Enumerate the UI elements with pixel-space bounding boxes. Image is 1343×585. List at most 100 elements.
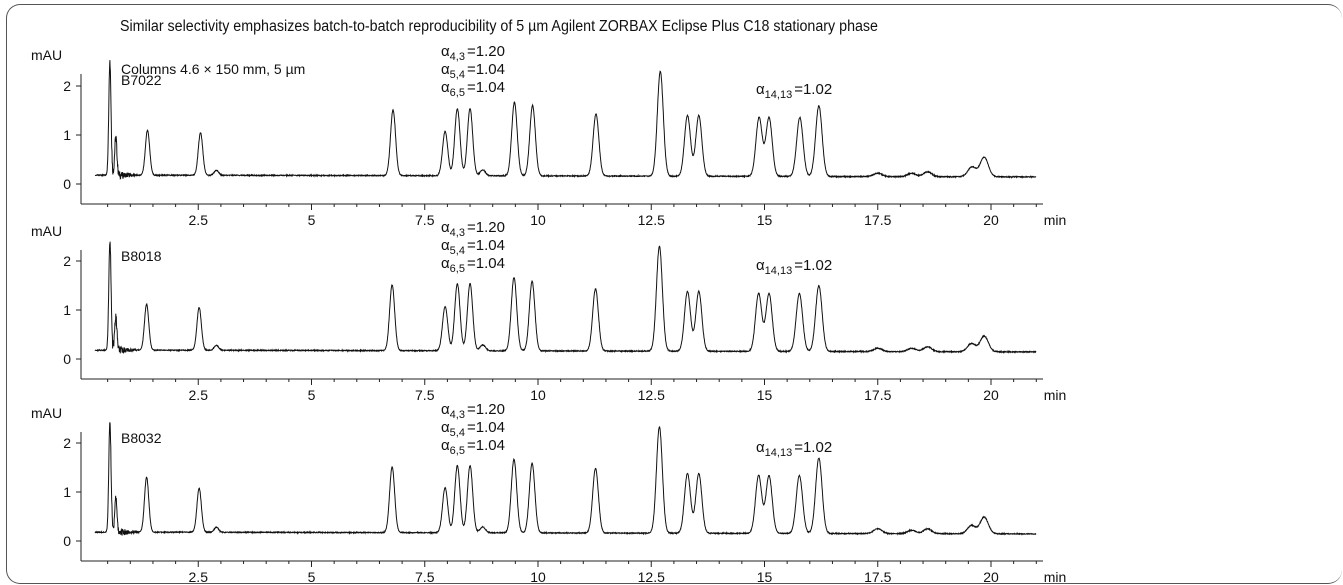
alpha-subscript: 5,4 xyxy=(450,69,465,81)
y-tick-label: 2 xyxy=(63,78,71,94)
x-tick-label: 2.5 xyxy=(189,212,209,228)
alpha-symbol: α xyxy=(441,61,450,78)
figure-frame xyxy=(6,4,1342,584)
x-tick-label: 5 xyxy=(308,569,316,585)
x-tick-label: 5 xyxy=(308,212,316,228)
selectivity-annotation: α4,3 =1.20 xyxy=(441,219,505,239)
x-tick-label: 10 xyxy=(530,387,546,403)
y-tick-label: 2 xyxy=(63,435,71,451)
series-name-label: B8032 xyxy=(121,430,162,446)
x-tick-label: 10 xyxy=(530,569,546,585)
alpha-symbol: α xyxy=(441,437,450,454)
y-tick-label: 0 xyxy=(63,176,71,192)
peak-point xyxy=(108,419,111,422)
y-axis-label: mAU xyxy=(31,405,62,421)
x-tick-label: 15 xyxy=(757,212,773,228)
selectivity-annotation: α4,3 =1.20 xyxy=(441,43,505,63)
x-tick-label: 7.5 xyxy=(415,569,435,585)
trace-line xyxy=(94,241,1037,355)
x-tick-label: 20 xyxy=(983,387,999,403)
x-tick-label: 12.5 xyxy=(638,569,665,585)
alpha-subscript: 4,3 xyxy=(450,51,465,63)
alpha-value: =1.04 xyxy=(467,437,505,454)
selectivity-annotation: α14,13 =1.02 xyxy=(756,81,832,101)
alpha-subscript: 4,3 xyxy=(450,227,465,239)
alpha-symbol: α xyxy=(441,255,450,272)
alpha-value: =1.02 xyxy=(794,257,832,274)
x-axis-label: min xyxy=(1044,212,1067,228)
y-axis-label: mAU xyxy=(31,223,62,239)
alpha-value: =1.04 xyxy=(467,255,505,272)
alpha-subscript: 14,13 xyxy=(765,447,793,459)
x-tick-label: 12.5 xyxy=(638,212,665,228)
selectivity-annotation: α5,4 =1.04 xyxy=(441,237,505,257)
x-tick-label: 5 xyxy=(308,387,316,403)
alpha-value: =1.20 xyxy=(467,401,505,418)
alpha-subscript: 5,4 xyxy=(450,245,465,257)
x-tick-label: 20 xyxy=(983,212,999,228)
x-tick-label: 17.5 xyxy=(864,569,891,585)
x-tick-label: 17.5 xyxy=(864,387,891,403)
alpha-symbol: α xyxy=(441,237,450,254)
selectivity-annotation: α6,5 =1.04 xyxy=(441,437,505,457)
x-tick-label: 15 xyxy=(757,569,773,585)
series-name-label: B8018 xyxy=(121,248,162,264)
x-tick-label: 2.5 xyxy=(189,569,209,585)
trace-line xyxy=(94,422,1037,536)
x-tick-label: 17.5 xyxy=(864,212,891,228)
column-note: Columns 4.6 × 150 mm, 5 µm xyxy=(121,61,305,77)
x-tick-label: 20 xyxy=(983,569,999,585)
selectivity-annotation: α14,13 =1.02 xyxy=(756,439,832,459)
y-tick-label: 0 xyxy=(63,351,71,367)
x-tick-label: 7.5 xyxy=(415,387,435,403)
x-axis-label: min xyxy=(1044,387,1067,403)
y-tick-label: 2 xyxy=(63,253,71,269)
selectivity-annotation: α5,4 =1.04 xyxy=(441,61,505,81)
selectivity-annotation: α14,13 =1.02 xyxy=(756,257,832,277)
selectivity-annotation: α5,4 =1.04 xyxy=(441,419,505,439)
y-tick-label: 1 xyxy=(63,484,71,500)
alpha-symbol: α xyxy=(441,79,450,96)
alpha-value: =1.04 xyxy=(467,237,505,254)
y-tick-label: 1 xyxy=(63,302,71,318)
alpha-symbol: α xyxy=(756,81,765,98)
y-tick-label: 0 xyxy=(63,533,71,549)
y-axis-label: mAU xyxy=(31,47,62,63)
trace-line xyxy=(94,60,1037,180)
alpha-symbol: α xyxy=(441,43,450,60)
alpha-subscript: 5,4 xyxy=(450,427,465,439)
alpha-symbol: α xyxy=(441,401,450,418)
alpha-subscript: 6,5 xyxy=(450,87,465,99)
alpha-value: =1.04 xyxy=(467,419,505,436)
selectivity-annotation: α6,5 =1.04 xyxy=(441,79,505,99)
x-tick-label: 12.5 xyxy=(638,387,665,403)
x-tick-label: 2.5 xyxy=(189,387,209,403)
alpha-subscript: 14,13 xyxy=(765,89,793,101)
alpha-value: =1.02 xyxy=(794,439,832,456)
alpha-value: =1.04 xyxy=(467,61,505,78)
alpha-value: =1.04 xyxy=(467,79,505,96)
selectivity-annotation: α6,5 =1.04 xyxy=(441,255,505,275)
x-tick-label: 10 xyxy=(530,212,546,228)
alpha-symbol: α xyxy=(756,257,765,274)
alpha-symbol: α xyxy=(441,419,450,436)
alpha-value: =1.02 xyxy=(794,81,832,98)
alpha-symbol: α xyxy=(441,219,450,236)
series-name-label: B7022 xyxy=(121,72,162,88)
selectivity-annotation: α4,3 =1.20 xyxy=(441,401,505,421)
x-tick-label: 7.5 xyxy=(415,212,435,228)
alpha-subscript: 14,13 xyxy=(765,265,793,277)
alpha-subscript: 6,5 xyxy=(450,263,465,275)
alpha-subscript: 6,5 xyxy=(450,445,465,457)
x-tick-label: 15 xyxy=(757,387,773,403)
y-tick-label: 1 xyxy=(63,127,71,143)
alpha-subscript: 4,3 xyxy=(450,409,465,421)
x-axis-label: min xyxy=(1044,569,1067,585)
alpha-value: =1.20 xyxy=(467,219,505,236)
chart-title: Similar selectivity emphasizes batch-to-… xyxy=(120,18,878,35)
alpha-symbol: α xyxy=(756,439,765,456)
